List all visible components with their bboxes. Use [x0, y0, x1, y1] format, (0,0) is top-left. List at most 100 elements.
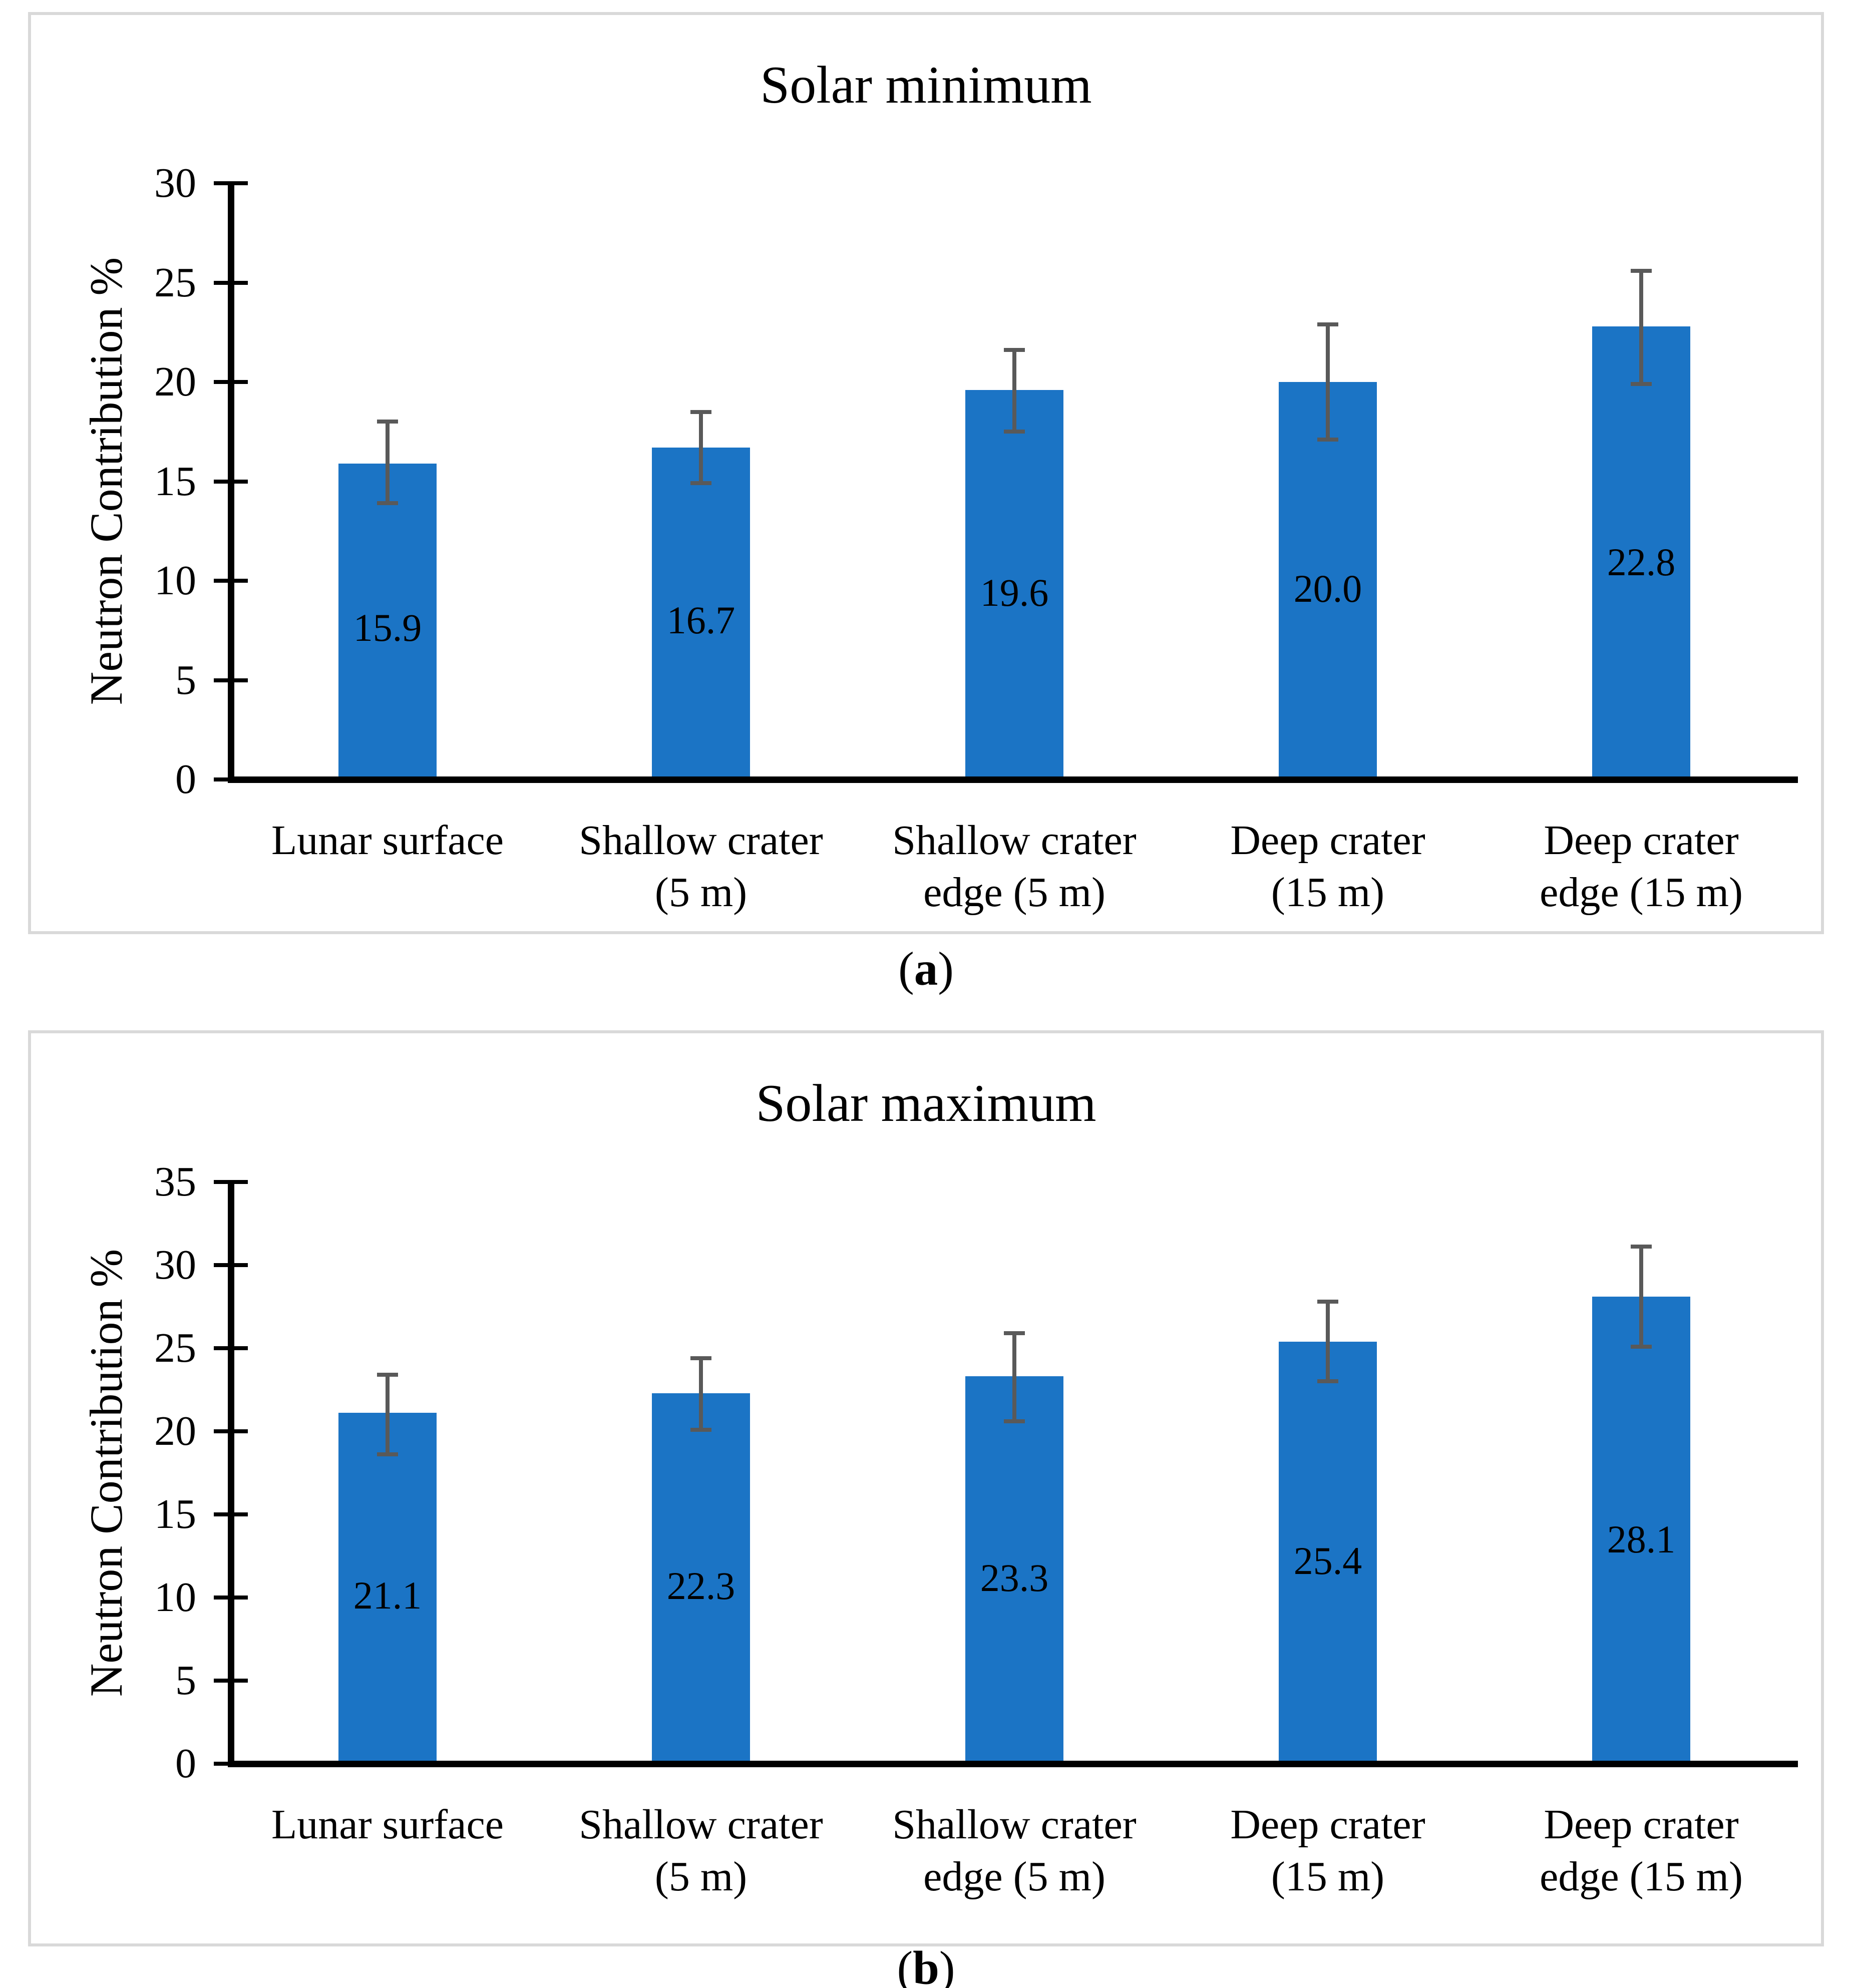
category-label-line: Shallow crater — [892, 1801, 1137, 1848]
bar — [1592, 1297, 1690, 1764]
error-bar-cap-bottom — [690, 481, 711, 486]
category-label-line: Deep crater — [1230, 817, 1425, 864]
category-label-line: Lunar surface — [271, 817, 504, 864]
error-bar-cap-top — [1317, 322, 1338, 326]
category-label: Deep crater (15 m) — [1158, 815, 1498, 919]
category-label: Lunar surface — [217, 815, 558, 867]
category-label-line: edge (15 m) — [1540, 869, 1743, 916]
bar — [965, 389, 1063, 779]
y-tick-label: 25 — [154, 259, 196, 306]
bar-value-label: 25.4 — [1293, 1539, 1362, 1583]
error-bar-line — [1639, 270, 1643, 384]
category-label: Shallow crater (5 m) — [531, 815, 871, 919]
error-bar-line — [386, 422, 390, 504]
error-bar-cap-bottom — [1631, 1344, 1652, 1349]
plot-area: 0 5 10 15 20 25 30 35 21.1 22.3 23.3 25.4 28.1 Lunar … — [31, 1033, 1821, 1943]
category-label-line: Deep crater — [1544, 817, 1739, 864]
category-label-line: Deep crater — [1230, 1801, 1425, 1848]
error-bar-line — [1639, 1247, 1643, 1347]
category-label: Deep crater edge (15 m) — [1471, 815, 1811, 919]
error-bar-line — [699, 1358, 703, 1430]
x-axis-line — [228, 1761, 1798, 1767]
y-tick-label: 20 — [154, 1408, 196, 1454]
y-tick — [214, 280, 248, 285]
y-tick-label: 35 — [154, 1158, 196, 1205]
y-tick-label: 0 — [175, 756, 196, 803]
y-tick-label: 25 — [154, 1325, 196, 1371]
category-label-line: (15 m) — [1271, 1853, 1385, 1900]
bar — [652, 448, 750, 779]
y-tick — [214, 1429, 248, 1433]
error-bar-cap-top — [1317, 1300, 1338, 1304]
error-bar-cap-top — [377, 1373, 398, 1377]
y-tick — [214, 380, 248, 384]
category-label-line: edge (5 m) — [923, 1853, 1105, 1900]
category-label-line: (5 m) — [654, 869, 748, 916]
chart-title: Solar minimum — [760, 56, 1092, 114]
error-bar-line — [1012, 1333, 1016, 1422]
bar-value-label: 22.3 — [666, 1563, 735, 1608]
error-bar-cap-top — [690, 410, 711, 414]
category-label: Shallow crater (5 m) — [531, 1799, 871, 1903]
category-label-line: edge (5 m) — [923, 869, 1105, 916]
bar — [652, 1393, 750, 1764]
x-axis-line — [228, 776, 1798, 783]
y-tick — [214, 181, 248, 185]
bar-value-label: 23.3 — [980, 1555, 1049, 1600]
error-bar-cap-bottom — [690, 1427, 711, 1432]
bar — [1279, 1341, 1377, 1764]
y-axis-line — [228, 1182, 234, 1767]
bar-value-label: 21.1 — [353, 1573, 422, 1617]
bar — [1592, 326, 1690, 779]
category-label: Shallow crater edge (5 m) — [844, 1799, 1185, 1903]
y-tick-label: 30 — [154, 1242, 196, 1288]
category-label: Shallow crater edge (5 m) — [844, 815, 1185, 919]
bar — [965, 1376, 1063, 1764]
bar-value-label: 15.9 — [353, 606, 422, 649]
category-label: Deep crater (15 m) — [1158, 1799, 1498, 1903]
category-label-line: edge (15 m) — [1540, 1853, 1743, 1900]
category-label-line: Shallow crater — [579, 1801, 823, 1848]
category-label-line: (5 m) — [654, 1853, 748, 1900]
caption-a-letter: a — [914, 942, 938, 995]
bar — [338, 1413, 437, 1764]
error-bar-cap-bottom — [1004, 430, 1025, 434]
y-tick — [214, 579, 248, 583]
bar-value-label: 28.1 — [1607, 1517, 1676, 1561]
error-bar-cap-top — [1631, 1245, 1652, 1249]
error-bar-cap-bottom — [1004, 1419, 1025, 1424]
y-tick-label: 10 — [154, 557, 196, 604]
y-tick — [214, 1679, 248, 1683]
error-bar-cap-bottom — [1631, 381, 1652, 386]
error-bar-line — [699, 412, 703, 484]
error-bar-cap-bottom — [1317, 438, 1338, 442]
error-bar-line — [1326, 1302, 1330, 1382]
y-tick-label: 20 — [154, 358, 196, 405]
error-bar-line — [1326, 324, 1330, 440]
y-tick — [214, 1596, 248, 1600]
error-bar-cap-top — [1631, 268, 1652, 273]
error-bar-cap-top — [377, 420, 398, 424]
caption-a: (a) — [898, 942, 954, 995]
y-tick — [214, 1180, 248, 1184]
bar-value-label: 20.0 — [1293, 566, 1362, 610]
chart-title: Solar maximum — [756, 1074, 1096, 1132]
category-label-line: Lunar surface — [271, 1801, 504, 1848]
error-bar-line — [1012, 350, 1016, 432]
bar — [338, 463, 437, 779]
y-tick-label: 15 — [154, 458, 196, 505]
bar-value-label: 22.8 — [1607, 540, 1676, 584]
category-label: Deep crater edge (15 m) — [1471, 1799, 1811, 1903]
category-label-line: (15 m) — [1271, 869, 1385, 916]
y-tick — [214, 1263, 248, 1267]
bar — [1279, 382, 1377, 779]
caption-b: (b) — [0, 1940, 1852, 1988]
error-bar-cap-bottom — [1317, 1379, 1338, 1384]
bar-value-label: 19.6 — [980, 570, 1049, 614]
y-tick-label: 10 — [154, 1574, 196, 1621]
y-tick — [214, 479, 248, 484]
y-tick — [214, 1762, 248, 1766]
